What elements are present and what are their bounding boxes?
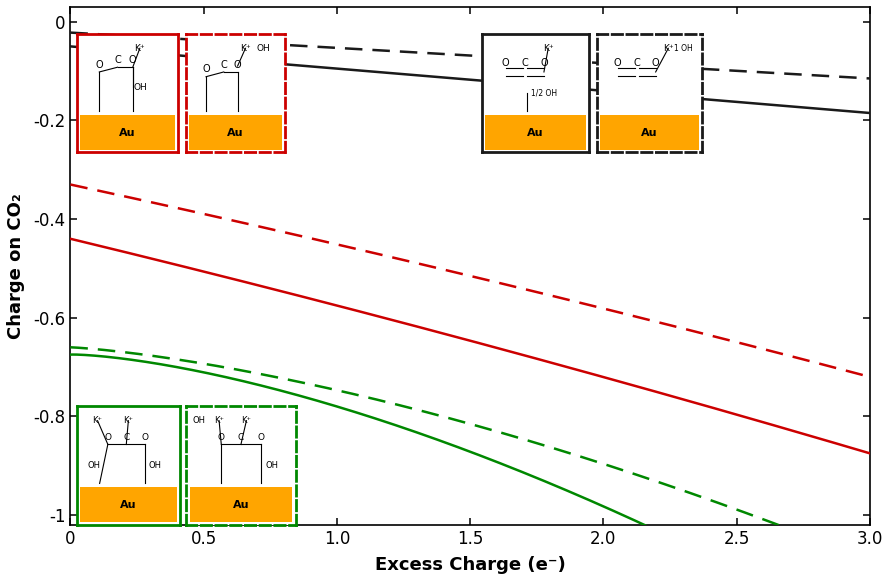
Text: O: O: [651, 59, 659, 69]
Text: OH: OH: [256, 44, 270, 53]
Text: Au: Au: [119, 128, 136, 138]
Text: O: O: [540, 59, 547, 69]
Text: C: C: [634, 59, 640, 69]
Text: OH: OH: [134, 83, 148, 92]
Text: O: O: [95, 60, 103, 70]
Bar: [485, 114, 586, 150]
Text: Au: Au: [227, 128, 244, 138]
Text: 1/2 OH: 1/2 OH: [530, 89, 557, 98]
Text: O: O: [257, 433, 264, 442]
Bar: [190, 487, 292, 522]
Text: K⁺: K⁺: [93, 416, 102, 425]
Text: O: O: [129, 55, 136, 65]
X-axis label: Excess Charge (e⁻): Excess Charge (e⁻): [375, 556, 565, 574]
Text: Au: Au: [641, 128, 658, 138]
Text: K⁺: K⁺: [240, 44, 251, 53]
Text: OH: OH: [265, 461, 278, 470]
Text: OH: OH: [149, 461, 161, 470]
Text: O: O: [104, 433, 111, 442]
Text: K⁺: K⁺: [124, 416, 134, 425]
Text: O: O: [142, 433, 149, 442]
Text: O: O: [502, 59, 509, 69]
Text: O: O: [614, 59, 621, 69]
Text: O: O: [202, 64, 210, 74]
Text: K⁺: K⁺: [241, 416, 251, 425]
Text: OH: OH: [88, 461, 101, 470]
Text: K⁺: K⁺: [214, 416, 224, 425]
Y-axis label: Charge on CO₂: Charge on CO₂: [7, 193, 25, 339]
Text: C: C: [123, 433, 129, 442]
Bar: [80, 487, 176, 522]
Text: O: O: [218, 433, 225, 442]
Text: Au: Au: [120, 500, 136, 510]
Text: Au: Au: [527, 128, 544, 138]
Text: K⁺: K⁺: [663, 44, 674, 53]
Text: OH: OH: [193, 416, 206, 425]
Bar: [80, 114, 175, 150]
Text: Au: Au: [232, 500, 249, 510]
Text: 1 OH: 1 OH: [674, 44, 692, 53]
Text: C: C: [522, 59, 528, 69]
Bar: [600, 114, 699, 150]
Text: O: O: [234, 60, 241, 70]
Bar: [190, 114, 282, 150]
Text: C: C: [238, 433, 244, 442]
Text: K⁺: K⁺: [134, 44, 145, 53]
Text: K⁺: K⁺: [543, 44, 554, 53]
Text: C: C: [221, 60, 227, 70]
Text: C: C: [114, 55, 121, 65]
